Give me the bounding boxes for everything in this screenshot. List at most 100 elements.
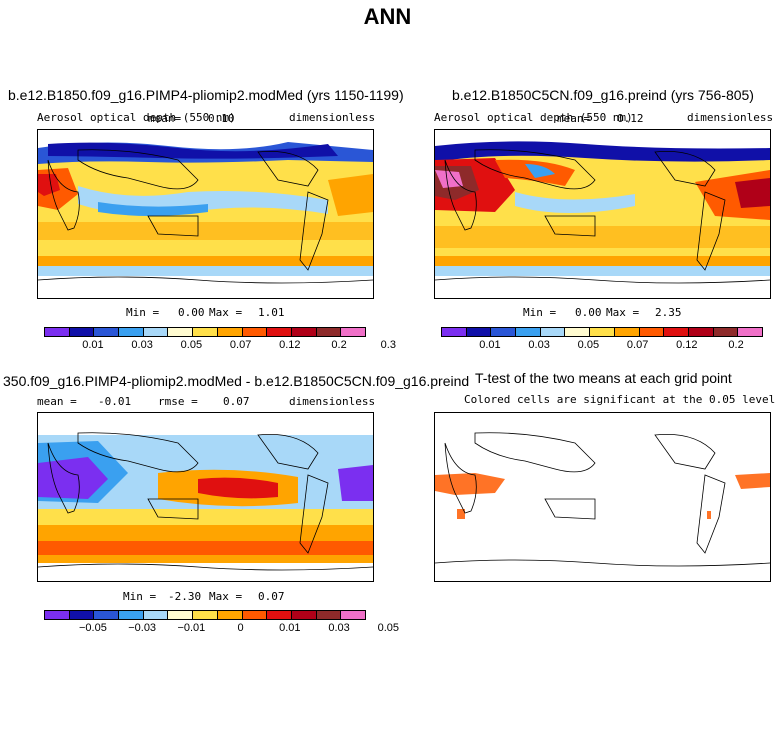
colorbar-tick-label: 0.01 <box>279 622 301 634</box>
panel3-units: dimensionless <box>289 395 376 408</box>
panel3-mean-label: mean = <box>37 395 77 408</box>
panel2-field-tropic-lightblue <box>515 192 635 213</box>
colorbar-swatch <box>267 611 292 619</box>
colorbar-swatch <box>94 611 120 619</box>
panel1-mean-label: mean= <box>148 112 182 125</box>
panel3-field-atl-purple <box>338 465 373 501</box>
colorbar-tick-label: 0.01 <box>479 339 501 351</box>
panel4-coastlines <box>435 432 770 567</box>
colorbar-swatch <box>193 611 218 619</box>
panel2-min-value: 0.00 <box>575 306 602 319</box>
panel1-mean-value: 0.10 <box>208 112 235 125</box>
colorbar-tick-label: 0.03 <box>528 339 550 351</box>
panel3-field-so-orange <box>38 555 373 563</box>
panel3-rmse-label: rmse = <box>158 395 198 408</box>
panel1-title: b.e12.B1850.f09_g16.PIMP4-pliomip2.modMe… <box>8 87 404 103</box>
colorbar-tick-label: 0.05 <box>377 622 400 634</box>
panel4-title: T-test of the two means at each grid poi… <box>475 370 732 386</box>
panel1-field-south-orange <box>38 222 373 240</box>
colorbar-tick-label: 0.3 <box>380 339 396 351</box>
panel2-coastlines <box>435 149 770 284</box>
panel1-map <box>37 129 374 299</box>
panel2-max-value: 2.35 <box>655 306 682 319</box>
colorbar-swatch <box>119 328 144 336</box>
panel4-sig-safrica <box>457 509 465 519</box>
panel3-field-antarctic <box>38 563 373 581</box>
panel3-field-south-red <box>38 541 373 555</box>
panel2-mean-label: mean= <box>557 112 591 125</box>
panel3-field-south-yellow <box>38 509 373 525</box>
panel4-sig-atlantic <box>735 473 770 489</box>
panel3-rmse-value: 0.07 <box>223 395 250 408</box>
colorbar-tick-label: 0.05 <box>577 339 600 351</box>
colorbar-swatch <box>291 611 317 619</box>
panel2-map-svg <box>435 130 770 298</box>
panel4-map-svg <box>435 413 770 581</box>
colorbar-swatch <box>45 611 70 619</box>
panel3-map-svg <box>38 413 373 581</box>
colorbar-swatch <box>688 328 714 336</box>
colorbar-swatch <box>119 611 144 619</box>
panel4-sig-samerica <box>707 511 711 519</box>
panel2-field-atl-darkred <box>735 178 770 208</box>
colorbar-tick-label: 0 <box>237 622 244 634</box>
colorbar-swatch <box>540 328 566 336</box>
panel4-sig-africa <box>435 473 505 495</box>
colorbar-tick-label: −0.03 <box>128 622 157 634</box>
colorbar-swatch <box>193 328 218 336</box>
colorbar-swatch <box>516 328 541 336</box>
colorbar-swatch <box>143 328 169 336</box>
colorbar-tick-label: −0.01 <box>177 622 206 634</box>
colorbar-swatch <box>491 328 517 336</box>
panel2-field-so-lightblue <box>435 266 770 276</box>
colorbar-swatch <box>291 328 317 336</box>
panel1-coastlines <box>38 149 373 284</box>
colorbar-swatch <box>168 328 194 336</box>
panel3-mean-value: -0.01 <box>98 395 132 408</box>
panel2-field-south-orange <box>435 226 770 248</box>
colorbar-swatch <box>442 328 467 336</box>
colorbar-swatch <box>738 328 762 336</box>
panel4-map <box>434 412 771 582</box>
panel2-field-so-orange <box>435 256 770 266</box>
colorbar-swatch <box>341 611 365 619</box>
colorbar-tick-label: 0.07 <box>229 339 252 351</box>
panel2-units: dimensionless <box>687 111 774 124</box>
colorbar-swatch <box>217 611 243 619</box>
colorbar-tick-label: 0.01 <box>82 339 104 351</box>
panel1-field-sahara-darkred <box>38 174 60 196</box>
colorbar-swatch <box>168 611 194 619</box>
panel2-title: b.e12.B1850C5CN.f09_g16.preind (yrs 756-… <box>452 87 754 103</box>
colorbar-swatch <box>664 328 689 336</box>
panel1-field-so-orange <box>38 256 373 266</box>
colorbar-swatch <box>639 328 665 336</box>
panel3-min-label: Min = <box>123 590 157 603</box>
colorbar-swatch <box>341 328 365 336</box>
panel1-variable-label: Aerosol optical depth (550 nm) <box>37 111 236 124</box>
colorbar-swatch <box>316 611 342 619</box>
panel4-field-bg <box>435 413 770 581</box>
panel3-field-africa-purple <box>38 457 108 499</box>
colorbar-swatch <box>242 611 268 619</box>
colorbar-swatch <box>565 328 591 336</box>
panel1-min-label: Min = <box>126 306 160 319</box>
panel3-max-label: Max = <box>209 590 243 603</box>
colorbar-swatch <box>143 611 169 619</box>
colorbar-swatch <box>713 328 739 336</box>
panel1-field-tropic-blue <box>98 202 208 216</box>
panel3-max-value: 0.07 <box>258 590 285 603</box>
panel1-min-value: 0.00 <box>178 306 205 319</box>
panel1-field-so-lightblue <box>38 266 373 276</box>
colorbar-tick-label: 0.12 <box>279 339 301 351</box>
panel2-mean-value: 0.12 <box>617 112 644 125</box>
panel2-max-label: Max = <box>606 306 640 319</box>
figure-title: ANN <box>363 4 412 29</box>
panel2-min-label: Min = <box>523 306 557 319</box>
colorbar-swatch <box>267 328 292 336</box>
panel2-field-asia-blue <box>525 164 555 178</box>
colorbar-swatch <box>217 328 243 336</box>
panel1-map-svg <box>38 130 373 298</box>
panel2-field-nh-darkblue <box>435 141 770 162</box>
panel3-map <box>37 412 374 582</box>
panel3-title: 350.f09_g16.PIMP4-pliomip2.modMed - b.e1… <box>3 373 470 389</box>
